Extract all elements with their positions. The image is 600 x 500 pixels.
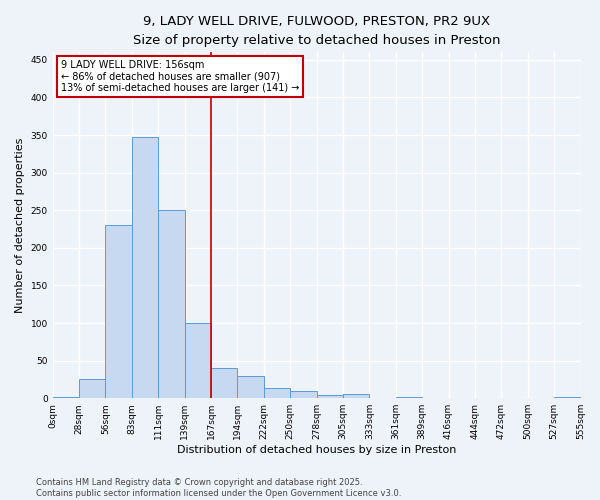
Title: 9, LADY WELL DRIVE, FULWOOD, PRESTON, PR2 9UX
Size of property relative to detac: 9, LADY WELL DRIVE, FULWOOD, PRESTON, PR… — [133, 15, 500, 47]
Bar — [554, 396, 581, 398]
Bar — [79, 380, 106, 398]
Bar — [211, 368, 238, 398]
Y-axis label: Number of detached properties: Number of detached properties — [15, 138, 25, 313]
Bar — [343, 394, 370, 398]
Bar — [238, 376, 264, 398]
Bar — [132, 136, 158, 398]
Bar — [290, 390, 317, 398]
Text: 9 LADY WELL DRIVE: 156sqm
← 86% of detached houses are smaller (907)
13% of semi: 9 LADY WELL DRIVE: 156sqm ← 86% of detac… — [61, 60, 299, 93]
Text: Contains HM Land Registry data © Crown copyright and database right 2025.
Contai: Contains HM Land Registry data © Crown c… — [36, 478, 401, 498]
Bar — [106, 226, 132, 398]
Bar — [185, 323, 211, 398]
Bar — [158, 210, 185, 398]
Bar — [264, 388, 290, 398]
X-axis label: Distribution of detached houses by size in Preston: Distribution of detached houses by size … — [177, 445, 456, 455]
Bar — [396, 396, 422, 398]
Bar — [317, 395, 343, 398]
Bar — [53, 396, 79, 398]
